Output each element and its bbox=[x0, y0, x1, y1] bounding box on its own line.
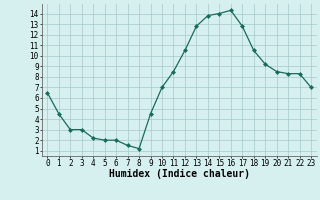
X-axis label: Humidex (Indice chaleur): Humidex (Indice chaleur) bbox=[109, 169, 250, 179]
